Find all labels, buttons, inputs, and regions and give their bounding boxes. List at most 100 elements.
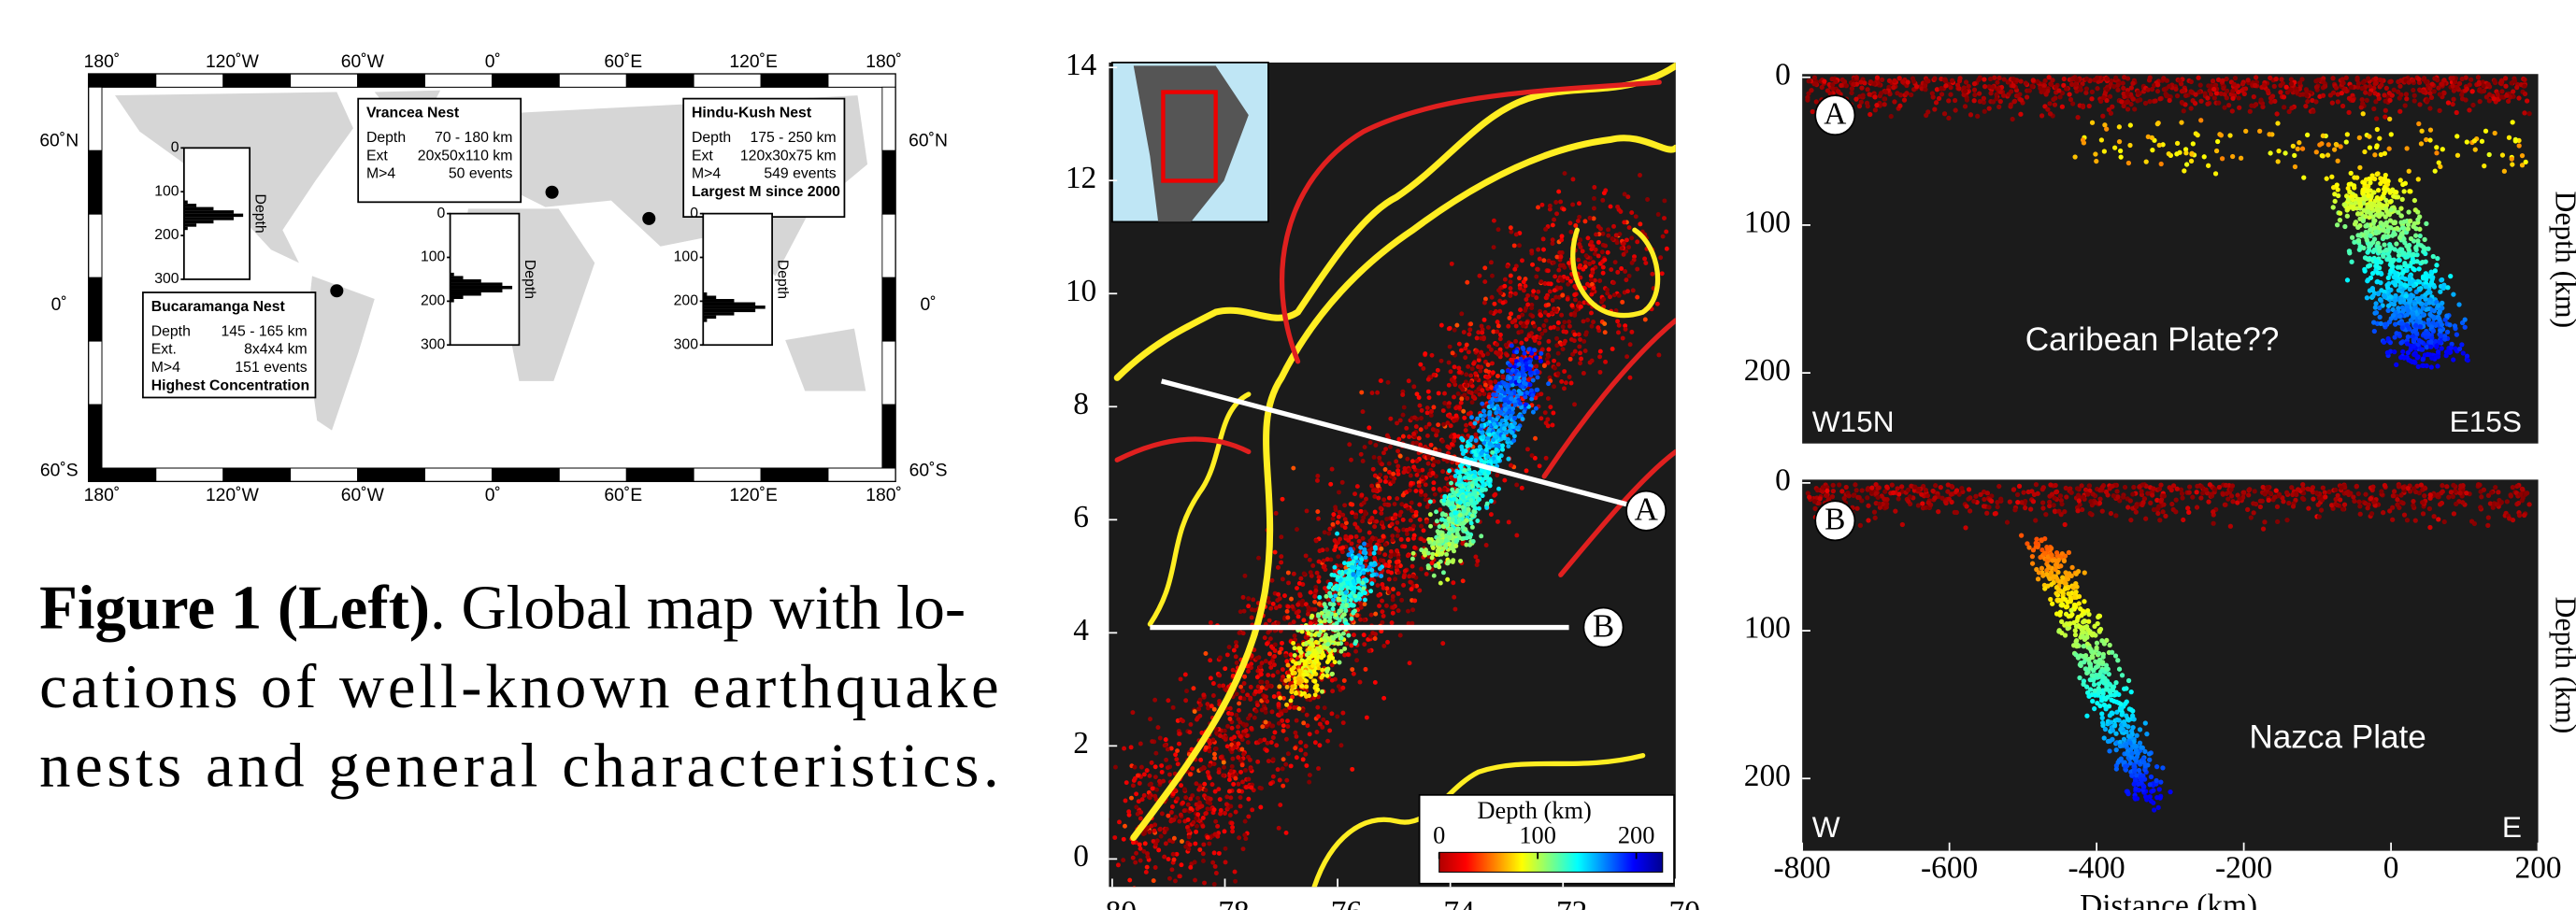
histogram-bar: [451, 282, 503, 286]
quake-dot: [1344, 641, 1349, 646]
quake-dot: [1222, 765, 1226, 770]
quake-dot: [2289, 106, 2294, 110]
quake-dot: [1243, 768, 1248, 773]
lon-label: 180˚: [866, 51, 902, 72]
quake-dot: [1609, 267, 1613, 272]
quake-dot: [1284, 778, 1289, 783]
quake-dot: [1322, 564, 1326, 569]
histogram-bar: [184, 220, 214, 224]
quake-dot: [1307, 647, 1311, 651]
quake-dot: [1544, 456, 1549, 461]
quake-dot: [1509, 396, 1513, 401]
quake-dot: [1301, 720, 1306, 725]
quake-dot: [1427, 540, 1432, 545]
quake-dot: [1496, 487, 1501, 491]
quake-dot: [1237, 789, 1241, 793]
quake-dot: [1340, 546, 1345, 550]
quake-dot: [1660, 271, 1665, 276]
quake-dot: [1643, 318, 1648, 322]
quake-dot: [1177, 819, 1181, 824]
quake-dot: [1133, 860, 1138, 865]
quake-dot: [1519, 357, 1524, 362]
quake-dot: [1343, 590, 1348, 595]
quake-dot: [1267, 651, 1272, 656]
quake-dot: [1520, 486, 1524, 491]
quake-dot: [1488, 379, 1493, 384]
quake-dot: [2212, 95, 2217, 100]
quake-dot: [1569, 337, 1574, 342]
quake-dot: [1518, 391, 1523, 396]
quake-dot: [1570, 177, 1575, 181]
quake-dot: [1463, 482, 1467, 487]
quake-dot: [1369, 484, 1374, 489]
quake-dot: [1380, 520, 1384, 525]
quake-dot: [1492, 245, 1496, 249]
lon-label: 120˚E: [729, 485, 778, 505]
histogram-label: Depth: [252, 194, 268, 234]
quake-dot: [1489, 310, 1494, 315]
quake-dot: [1376, 484, 1381, 489]
quake-dot: [1638, 173, 1642, 178]
quake-dot: [2089, 96, 2094, 101]
quake-dot: [1268, 606, 1273, 611]
quake-dot: [1486, 429, 1491, 434]
quake-dot: [1469, 435, 1474, 440]
quake-dot: [1461, 525, 1466, 530]
quake-dot: [1242, 832, 1247, 837]
quake-dot: [1502, 478, 1507, 483]
quake-dot: [2068, 97, 2073, 102]
quake-dot: [1564, 380, 1568, 385]
y-tick-label: 0: [1073, 839, 1089, 874]
quake-dot: [1412, 415, 1417, 419]
quake-dot: [1324, 594, 1328, 599]
quake-dot: [2297, 80, 2302, 85]
quake-dot: [1544, 295, 1549, 300]
quake-dot: [1498, 291, 1503, 295]
histogram-bar: [703, 292, 707, 296]
quake-dot: [2383, 108, 2388, 113]
quake-dot: [1421, 366, 1425, 371]
quake-dot: [1265, 642, 1269, 647]
quake-dot: [1419, 536, 1424, 541]
quake-dot: [1411, 464, 1416, 469]
map-border: [694, 74, 761, 87]
quake-dot: [1159, 834, 1164, 839]
quake-dot: [1516, 315, 1521, 320]
quake-dot: [1268, 636, 1273, 641]
quake-dot: [1419, 524, 1424, 529]
quake-dot: [1164, 737, 1168, 742]
quake-dot: [1440, 439, 1445, 444]
quake-dot: [1225, 724, 1230, 729]
quake-dot: [1543, 227, 1548, 232]
quake-dot: [1442, 391, 1447, 396]
quake-dot: [2330, 101, 2335, 106]
figure: 180˚180˚120˚W120˚W60˚W60˚W0˚0˚60˚E60˚E12…: [0, 0, 2576, 910]
quake-dot: [1467, 349, 1471, 354]
quake-dot: [2344, 76, 2349, 80]
quake-dot: [1395, 520, 1399, 525]
quake-dot: [1436, 550, 1440, 555]
quake-dot: [2504, 93, 2509, 98]
histogram-bar: [451, 279, 481, 283]
quake-dot: [1241, 846, 1246, 851]
quake-dot: [2237, 106, 2241, 110]
quake-dot: [1501, 301, 1506, 306]
quake-dot: [1289, 763, 1294, 768]
quake-dot: [1471, 362, 1476, 366]
quake-dot: [2478, 99, 2483, 104]
quake-dot: [1295, 527, 1299, 532]
quake-dot: [1224, 846, 1228, 851]
quake-dot: [2467, 107, 2471, 112]
quake-dot: [1520, 258, 1524, 263]
quake-dot: [1613, 260, 1618, 264]
quake-dot: [1425, 410, 1430, 415]
quake-dot: [2087, 104, 2092, 108]
quake-dot: [2451, 76, 2455, 80]
quake-dot: [1228, 813, 1233, 818]
quake-dot: [1939, 92, 1944, 96]
quake-dot: [1138, 781, 1142, 786]
quake-dot: [2411, 78, 2415, 82]
quake-dot: [1260, 724, 1265, 729]
quake-dot: [1853, 96, 1858, 101]
quake-dot: [1551, 237, 1555, 242]
